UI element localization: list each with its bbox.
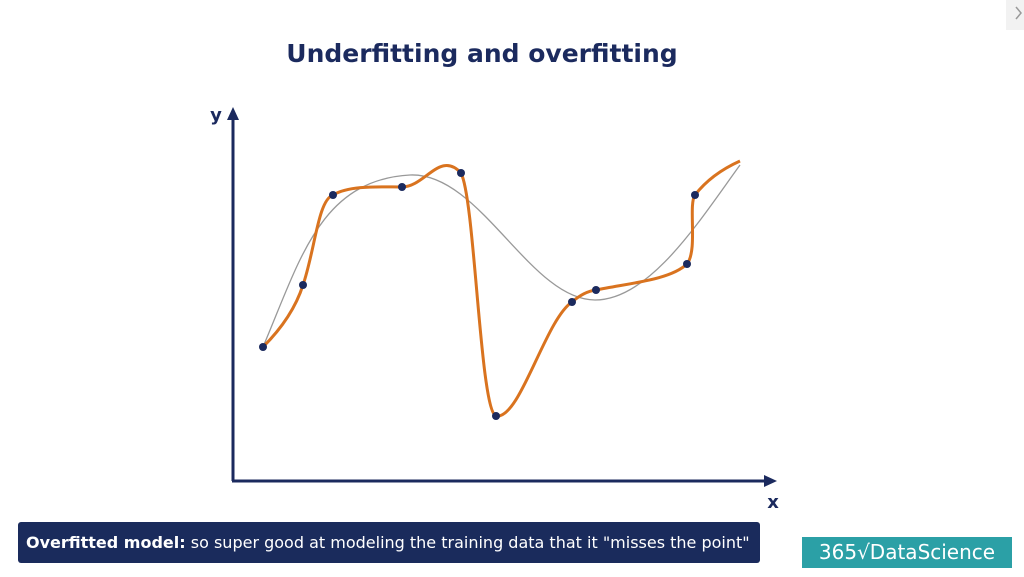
point	[691, 191, 699, 199]
y-arrow	[227, 107, 239, 120]
side-panel	[1006, 0, 1024, 30]
next-icon[interactable]	[1015, 6, 1022, 20]
point	[259, 343, 267, 351]
caption: Overfitted model: so super good at model…	[18, 522, 760, 563]
x-arrow	[764, 475, 777, 487]
point	[492, 412, 500, 420]
point	[457, 169, 465, 177]
title: Underfitting and overfitting	[286, 39, 677, 68]
point	[683, 260, 691, 268]
overfit-curve	[261, 159, 741, 418]
point	[329, 191, 337, 199]
data-points	[259, 169, 699, 420]
point	[592, 286, 600, 294]
x-label: x	[767, 492, 779, 513]
point	[568, 298, 576, 306]
logo: 365√DataScience	[802, 537, 1012, 568]
caption-text: so super good at modeling the training d…	[190, 533, 750, 552]
point	[398, 183, 406, 191]
caption-bold: Overfitted model:	[26, 533, 186, 552]
y-label: y	[210, 105, 222, 126]
point	[299, 281, 307, 289]
